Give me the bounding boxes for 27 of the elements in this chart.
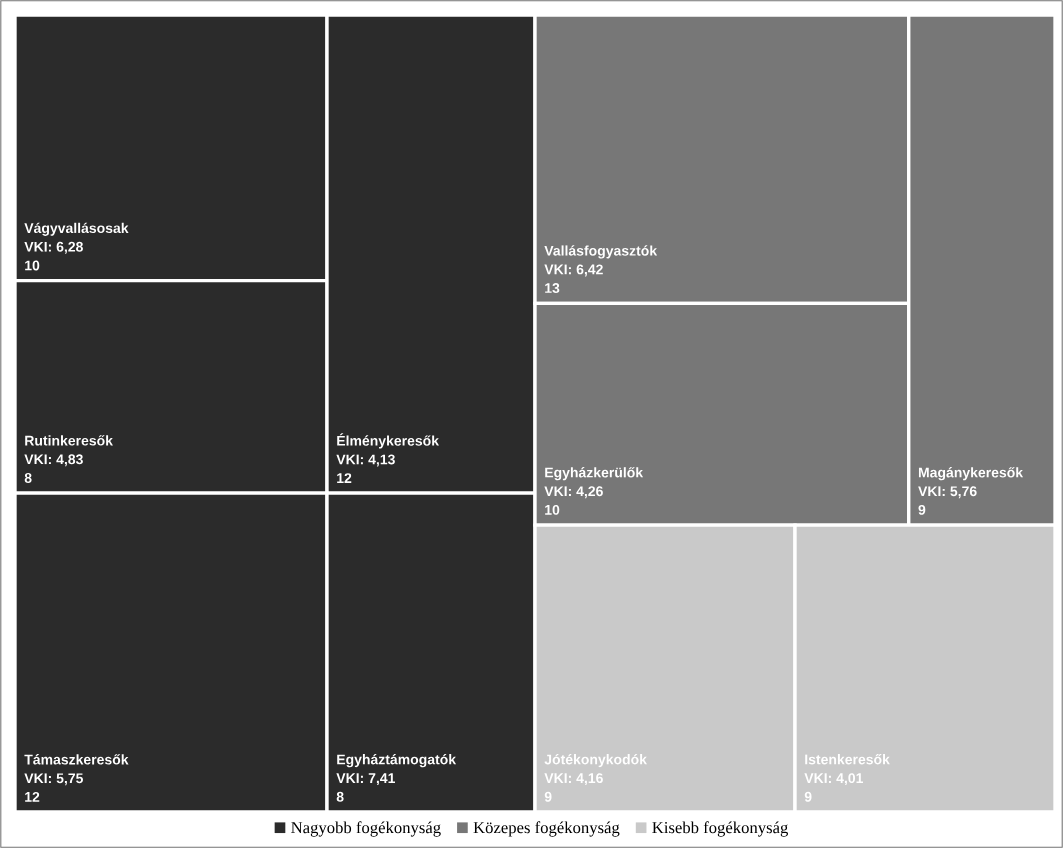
- text: VKI: 4,83: [24, 454, 83, 467]
- series-label: Nagyobb fogékonyság: [291, 821, 441, 837]
- data-label: 10: [545, 504, 560, 515]
- category-label: Egyháztámogatók: [337, 753, 457, 768]
- category-label: Vágyvallásosak: [24, 222, 129, 236]
- data-label: 12: [25, 791, 40, 802]
- data-label: 10: [25, 260, 40, 271]
- category-label: Vallásfogyasztók: [544, 245, 658, 259]
- data-label: 12: [337, 473, 352, 483]
- category-label: Élménykeresők: [337, 433, 440, 449]
- text: VKI: 5,76: [918, 486, 977, 499]
- text: VKI: 7,41: [336, 773, 395, 786]
- data-label: 9: [918, 504, 926, 515]
- category-label: Támaszkeresők: [24, 754, 129, 765]
- text: VKI: 6,42: [544, 264, 603, 277]
- legend-label: Kisebb fogékonyság: [652, 821, 788, 837]
- text: VKI: 4,13: [336, 454, 395, 467]
- legend-label: Közepes fogékonyság: [473, 821, 620, 837]
- category-label: Egyházkerülők: [545, 467, 644, 481]
- data-label: 8: [336, 791, 344, 802]
- data-label: 8: [24, 473, 32, 483]
- text: VKI: 4,26: [544, 486, 603, 499]
- text: VKI: 5,75: [24, 773, 83, 786]
- text: VKI: 6,28: [24, 241, 83, 254]
- category-label: Magánykeresők: [918, 467, 1024, 481]
- data-label: 13: [545, 283, 560, 294]
- category-label: Rutinkeresők: [25, 435, 113, 446]
